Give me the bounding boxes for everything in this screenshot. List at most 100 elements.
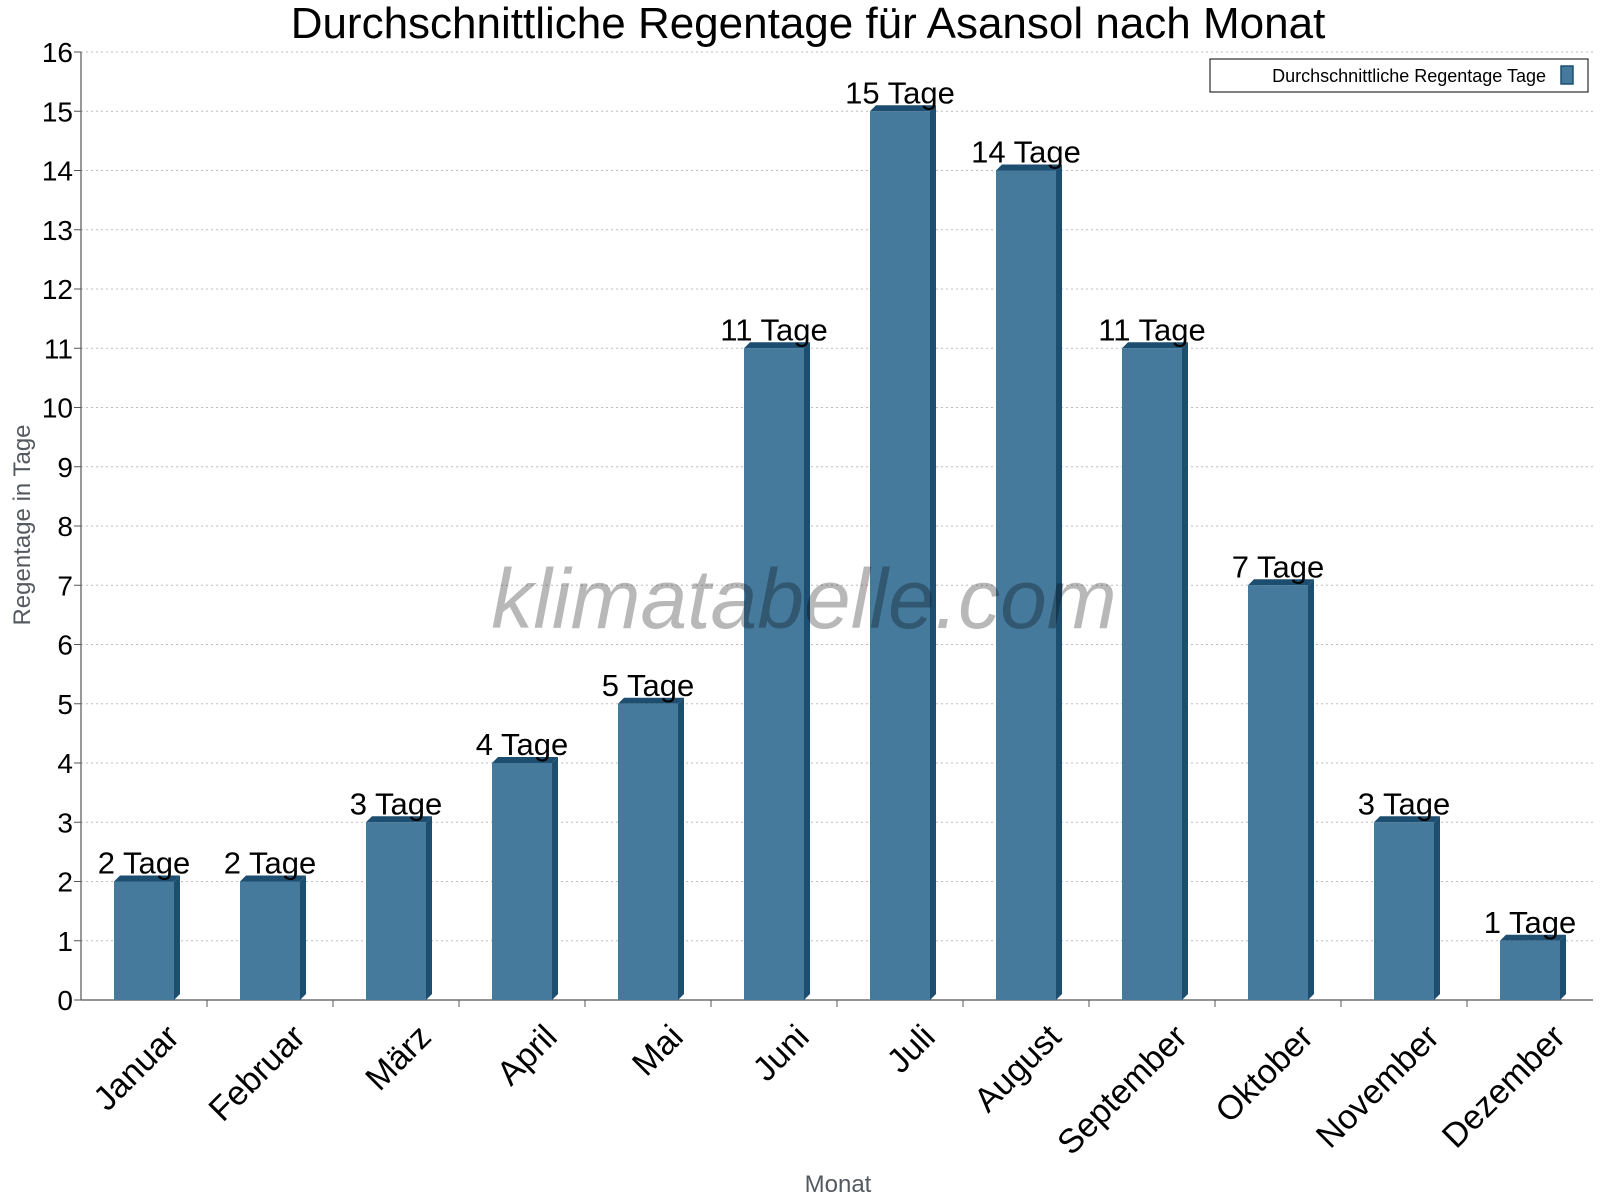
- bar: [114, 875, 180, 1000]
- bar-top: [1122, 342, 1188, 349]
- y-tick-label: 14: [42, 156, 73, 187]
- bar-face: [1122, 348, 1182, 1000]
- bar: [996, 164, 1062, 1000]
- x-tick-label: April: [490, 1018, 565, 1093]
- y-tick-label: 13: [42, 215, 73, 246]
- bar-side: [1182, 342, 1188, 1000]
- y-tick-label: 8: [57, 511, 73, 542]
- bar-side: [552, 757, 558, 1000]
- legend: Durchschnittliche Regentage Tage: [1209, 58, 1589, 93]
- bars: [114, 105, 1566, 1000]
- bar-top: [1374, 816, 1440, 823]
- bar-top: [996, 164, 1062, 171]
- data-label: 4 Tage: [476, 727, 569, 762]
- y-axis-title: Regentage in Tage: [9, 424, 36, 625]
- bar-top: [114, 875, 180, 882]
- y-tick-label: 1: [57, 926, 73, 957]
- y-tick-label: 9: [57, 452, 73, 483]
- bar-face: [996, 170, 1056, 1000]
- gridlines: [81, 51, 1593, 942]
- bar-face: [366, 822, 426, 1000]
- y-tick-label: 16: [42, 37, 73, 68]
- data-labels: 2 Tage 2 Tage 3 Tage 4 Tage 5 Tage 11 Tage 15 …: [98, 75, 1577, 940]
- x-axis-ticks: Januar Februar März April Mai Juni Juli AugustS…: [86, 1017, 1572, 1162]
- bar-side: [930, 105, 936, 1000]
- legend-label: Durchschnittliche Regentage Tage: [1272, 66, 1546, 86]
- y-tick-label: 6: [57, 630, 73, 661]
- x-tick-label: März: [358, 1018, 438, 1098]
- x-axis-title: Monat: [805, 1171, 872, 1198]
- x-tick-label: Januar: [86, 1018, 186, 1118]
- bar-top: [618, 697, 684, 704]
- y-tick-label: 3: [57, 807, 73, 838]
- y-tick-label: 0: [57, 985, 73, 1016]
- x-tick-label: Mai: [625, 1018, 691, 1084]
- bar-face: [1374, 822, 1434, 1000]
- bar: [1374, 816, 1440, 1000]
- bar: [492, 757, 558, 1000]
- data-label: 1 Tage: [1484, 905, 1577, 940]
- watermark: klimatabelle.com: [491, 552, 1117, 646]
- bar-face: [870, 111, 930, 1000]
- data-label: 2 Tage: [224, 846, 317, 881]
- bar-side: [678, 697, 684, 1000]
- y-tick-label: 11: [44, 333, 73, 364]
- data-label: 11 Tage: [720, 312, 827, 347]
- y-tick-label: 5: [57, 689, 73, 720]
- x-tick-label: November: [1309, 1018, 1447, 1156]
- data-label: 3 Tage: [350, 786, 443, 821]
- bar: [870, 105, 936, 1000]
- bar: [744, 342, 810, 1000]
- bar-top: [870, 105, 936, 112]
- bar-face: [492, 763, 552, 1000]
- data-label: 7 Tage: [1232, 549, 1325, 584]
- x-tick-label: Juni: [746, 1018, 817, 1089]
- y-tick-label: 7: [57, 570, 73, 601]
- x-tick-label: Oktober: [1208, 1018, 1320, 1130]
- data-label: 15 Tage: [845, 75, 955, 110]
- bar: [1122, 342, 1188, 1000]
- bar: [240, 875, 306, 1000]
- chart-title: Durchschnittliche Regentage für Asansol …: [291, 0, 1326, 48]
- bar-top: [1500, 934, 1566, 941]
- bar-top: [1248, 579, 1314, 586]
- bar-side: [174, 875, 180, 1000]
- bar: [1500, 934, 1566, 1000]
- bar-face: [744, 348, 804, 1000]
- bar: [366, 816, 432, 1000]
- x-tick-label: Februar: [202, 1018, 313, 1129]
- bar-side: [1434, 816, 1440, 1000]
- bar: [1248, 579, 1314, 1000]
- bar-face: [240, 881, 300, 1000]
- y-tick-label: 12: [42, 274, 73, 305]
- bar-side: [1308, 579, 1314, 1000]
- bar: [618, 697, 684, 1000]
- y-tick-label: 2: [57, 867, 73, 898]
- y-tick-label: 4: [57, 748, 73, 779]
- x-tick-label: Dezember: [1435, 1018, 1573, 1156]
- bar-top: [492, 757, 558, 763]
- data-label: 5 Tage: [602, 668, 695, 703]
- data-label: 3 Tage: [1358, 786, 1451, 821]
- data-label: 2 Tage: [98, 846, 191, 881]
- legend-box: [1209, 58, 1589, 93]
- y-tick-label: 15: [42, 96, 73, 127]
- data-label: 14 Tage: [971, 135, 1081, 170]
- y-tick-label: 10: [42, 393, 73, 424]
- bar-face: [114, 881, 174, 1000]
- bar-side: [1056, 164, 1062, 1000]
- bar-top: [366, 816, 432, 823]
- x-tick-label: August: [967, 1017, 1069, 1119]
- bar-face: [1500, 940, 1560, 1000]
- bar-side: [1560, 934, 1566, 1000]
- bar-face: [618, 703, 678, 1000]
- x-tick-label: Juli: [880, 1018, 943, 1081]
- x-tick-label: September: [1050, 1018, 1194, 1162]
- bar-side: [804, 342, 810, 1000]
- data-label: 11 Tage: [1098, 312, 1205, 347]
- bar-side: [300, 875, 306, 1000]
- bar-face: [1248, 585, 1308, 1000]
- bar-side: [426, 816, 432, 1000]
